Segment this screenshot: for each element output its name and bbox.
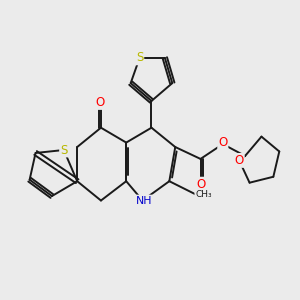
Text: S: S <box>60 143 68 157</box>
Text: S: S <box>136 51 143 64</box>
Text: O: O <box>235 154 244 167</box>
Text: O: O <box>196 178 205 191</box>
Text: O: O <box>218 136 227 149</box>
Text: CH₃: CH₃ <box>195 190 212 199</box>
Text: O: O <box>96 96 105 109</box>
Text: NH: NH <box>136 196 152 206</box>
